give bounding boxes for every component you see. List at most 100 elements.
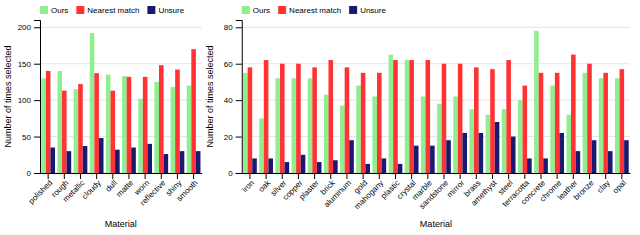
legend: OursNearest matchUnsure bbox=[242, 6, 387, 15]
grid-line bbox=[40, 63, 202, 64]
bar bbox=[94, 73, 99, 173]
legend-swatch bbox=[147, 6, 155, 14]
x-tick-mark bbox=[460, 173, 461, 179]
bar bbox=[543, 158, 548, 173]
x-tick-label: amethyst bbox=[469, 178, 499, 208]
bar bbox=[490, 69, 495, 173]
bar bbox=[138, 99, 143, 173]
x-tick: iron bbox=[240, 173, 256, 194]
y-tick-label: 200 bbox=[18, 23, 32, 32]
x-tick-mark bbox=[177, 173, 178, 179]
bar bbox=[46, 71, 51, 173]
bar bbox=[608, 151, 613, 173]
y-tick-mark bbox=[34, 64, 40, 65]
bar bbox=[523, 86, 528, 173]
x-tick: smooth bbox=[175, 173, 200, 203]
bar bbox=[296, 64, 301, 173]
x-tick: mirror bbox=[445, 173, 466, 200]
bar bbox=[555, 73, 560, 173]
bar bbox=[308, 78, 313, 173]
x-tick-mark bbox=[395, 173, 396, 179]
bar bbox=[275, 78, 280, 173]
y-axis-title: Number of times selected bbox=[205, 45, 215, 147]
bar bbox=[550, 86, 555, 173]
bar bbox=[571, 55, 576, 173]
x-tick-label: iron bbox=[240, 178, 256, 194]
bar bbox=[83, 146, 88, 173]
bar bbox=[292, 78, 297, 173]
y-tick: 100 bbox=[18, 96, 40, 105]
bar bbox=[599, 78, 604, 173]
x-tick-mark bbox=[330, 173, 331, 179]
y-tick: 0 bbox=[228, 169, 241, 178]
bar bbox=[328, 60, 333, 173]
bar bbox=[592, 140, 597, 173]
x-tick-mark bbox=[379, 173, 380, 179]
bar bbox=[50, 148, 55, 174]
x-tick: bronze bbox=[572, 173, 596, 202]
x-tick-label: mirror bbox=[445, 178, 466, 199]
x-tick-mark bbox=[540, 173, 541, 179]
x-tick-mark bbox=[605, 173, 606, 179]
x-axis-title: Material bbox=[420, 219, 452, 229]
bar bbox=[559, 133, 564, 173]
bar bbox=[361, 73, 366, 173]
legend-label: Unsure bbox=[158, 6, 184, 15]
bar bbox=[106, 75, 111, 173]
bar bbox=[248, 67, 253, 173]
x-tick-mark bbox=[476, 173, 477, 179]
legend-item: Nearest match bbox=[76, 6, 139, 15]
x-tick-mark bbox=[363, 173, 364, 179]
x-tick-label: clay bbox=[595, 178, 611, 194]
x-tick: amethyst bbox=[469, 173, 499, 208]
x-tick-label: cloudy bbox=[80, 178, 103, 201]
bar bbox=[122, 76, 127, 173]
x-axis: polishedroughmetalliccloudydullmatteworn… bbox=[27, 173, 202, 207]
legend-label: Unsure bbox=[360, 6, 386, 15]
y-tick: 40 bbox=[224, 96, 242, 105]
y-tick-label: 100 bbox=[18, 96, 32, 105]
bar bbox=[41, 78, 46, 173]
x-tick-mark bbox=[573, 173, 574, 179]
x-tick-mark bbox=[589, 173, 590, 179]
bar bbox=[67, 151, 72, 173]
x-tick-mark bbox=[282, 173, 283, 179]
y-tick-label: 150 bbox=[18, 60, 32, 69]
x-tick-mark bbox=[48, 173, 49, 179]
x-tick-mark bbox=[314, 173, 315, 179]
bar bbox=[180, 151, 185, 173]
x-tick-mark bbox=[161, 173, 162, 179]
x-tick-mark bbox=[443, 173, 444, 179]
bar bbox=[356, 86, 361, 173]
y-axis: 050100150200 bbox=[18, 21, 41, 179]
bar bbox=[159, 65, 164, 173]
bar bbox=[382, 158, 387, 173]
y-tick-label: 40 bbox=[224, 96, 233, 105]
x-tick-label: matte bbox=[115, 178, 136, 199]
bar bbox=[243, 73, 248, 173]
bar bbox=[252, 158, 257, 173]
grid-line bbox=[40, 27, 202, 28]
y-axis-line bbox=[34, 21, 41, 174]
y-tick: 0 bbox=[27, 169, 40, 178]
y-axis-line bbox=[236, 21, 243, 174]
bar bbox=[426, 60, 431, 173]
bar bbox=[171, 87, 176, 173]
bar bbox=[474, 67, 479, 173]
x-tick-label: bronze bbox=[572, 178, 596, 202]
bar bbox=[345, 67, 350, 173]
bar bbox=[349, 140, 354, 173]
bar bbox=[365, 164, 370, 173]
y-tick: 200 bbox=[18, 23, 40, 32]
bar bbox=[453, 97, 458, 174]
bar bbox=[527, 158, 532, 173]
x-axis-title: Material bbox=[105, 219, 137, 229]
bar bbox=[462, 133, 467, 173]
x-tick-mark bbox=[266, 173, 267, 179]
y-tick-mark bbox=[236, 27, 242, 28]
bar bbox=[127, 77, 132, 173]
bar bbox=[583, 73, 588, 173]
bar bbox=[147, 144, 152, 173]
x-tick-mark bbox=[346, 173, 347, 179]
panel: ironoaksilvercopperplasterbrickaluminumg… bbox=[205, 6, 631, 229]
